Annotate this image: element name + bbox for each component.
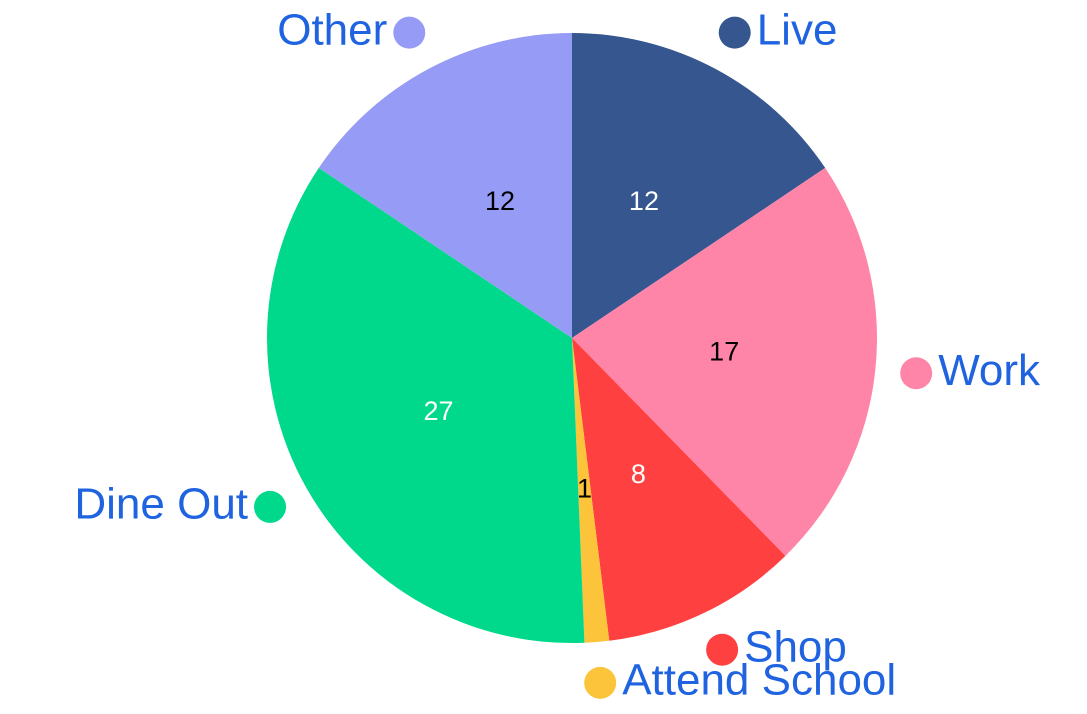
pie-slice <box>318 33 572 338</box>
value-label: 8 <box>631 459 646 489</box>
category-label: Other <box>277 5 387 54</box>
legend-dot <box>718 16 751 49</box>
pie-slice <box>572 338 610 643</box>
legend-dot <box>900 357 933 390</box>
value-label: 1 <box>577 474 592 504</box>
category-label: Dine Out <box>74 480 248 529</box>
value-label: 12 <box>629 186 659 216</box>
legend-dot <box>706 633 739 666</box>
pie-slice <box>572 338 786 641</box>
pie-slice <box>572 167 877 556</box>
value-label: 17 <box>709 337 739 367</box>
category-label: Live <box>757 5 838 54</box>
category-label: Attend School <box>622 655 896 704</box>
legend-dot <box>393 16 426 49</box>
value-label: 12 <box>485 186 515 216</box>
pie-slice <box>572 33 826 338</box>
category-label: Shop <box>744 622 847 671</box>
value-label: 27 <box>423 396 453 426</box>
legend-dot <box>584 666 617 699</box>
legend-dot <box>254 490 287 523</box>
pie-slice <box>266 167 585 643</box>
category-label: Work <box>938 346 1041 395</box>
